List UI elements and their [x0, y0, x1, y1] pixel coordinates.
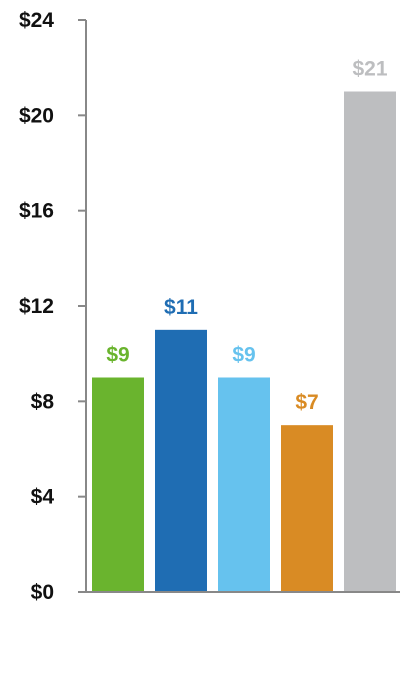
y-tick-label: $8: [31, 390, 55, 413]
bar-value-label: $9: [106, 344, 129, 367]
bar-value-label: $21: [352, 58, 387, 81]
y-tick-label: $12: [19, 295, 54, 318]
bars: [92, 91, 396, 592]
bar-value-label: $11: [164, 296, 198, 319]
y-tick-label: $0: [31, 581, 54, 604]
y-tick-label: $4: [31, 486, 55, 509]
bar-value-label: $7: [295, 391, 318, 414]
y-tick-label: $16: [19, 200, 54, 223]
y-tick-label: $20: [19, 104, 54, 127]
bar: [92, 377, 144, 592]
y-tick-label: $24: [19, 9, 54, 32]
y-axis: $0 $4 $8 $12 $16 $20 $24: [19, 9, 87, 604]
bar-value-label: $9: [232, 344, 255, 367]
bar: [344, 91, 396, 592]
bar: [281, 425, 333, 592]
data-labels: $9 $11 $9 $7 $21: [106, 58, 388, 415]
bar: [155, 329, 207, 592]
bar: [218, 377, 270, 592]
